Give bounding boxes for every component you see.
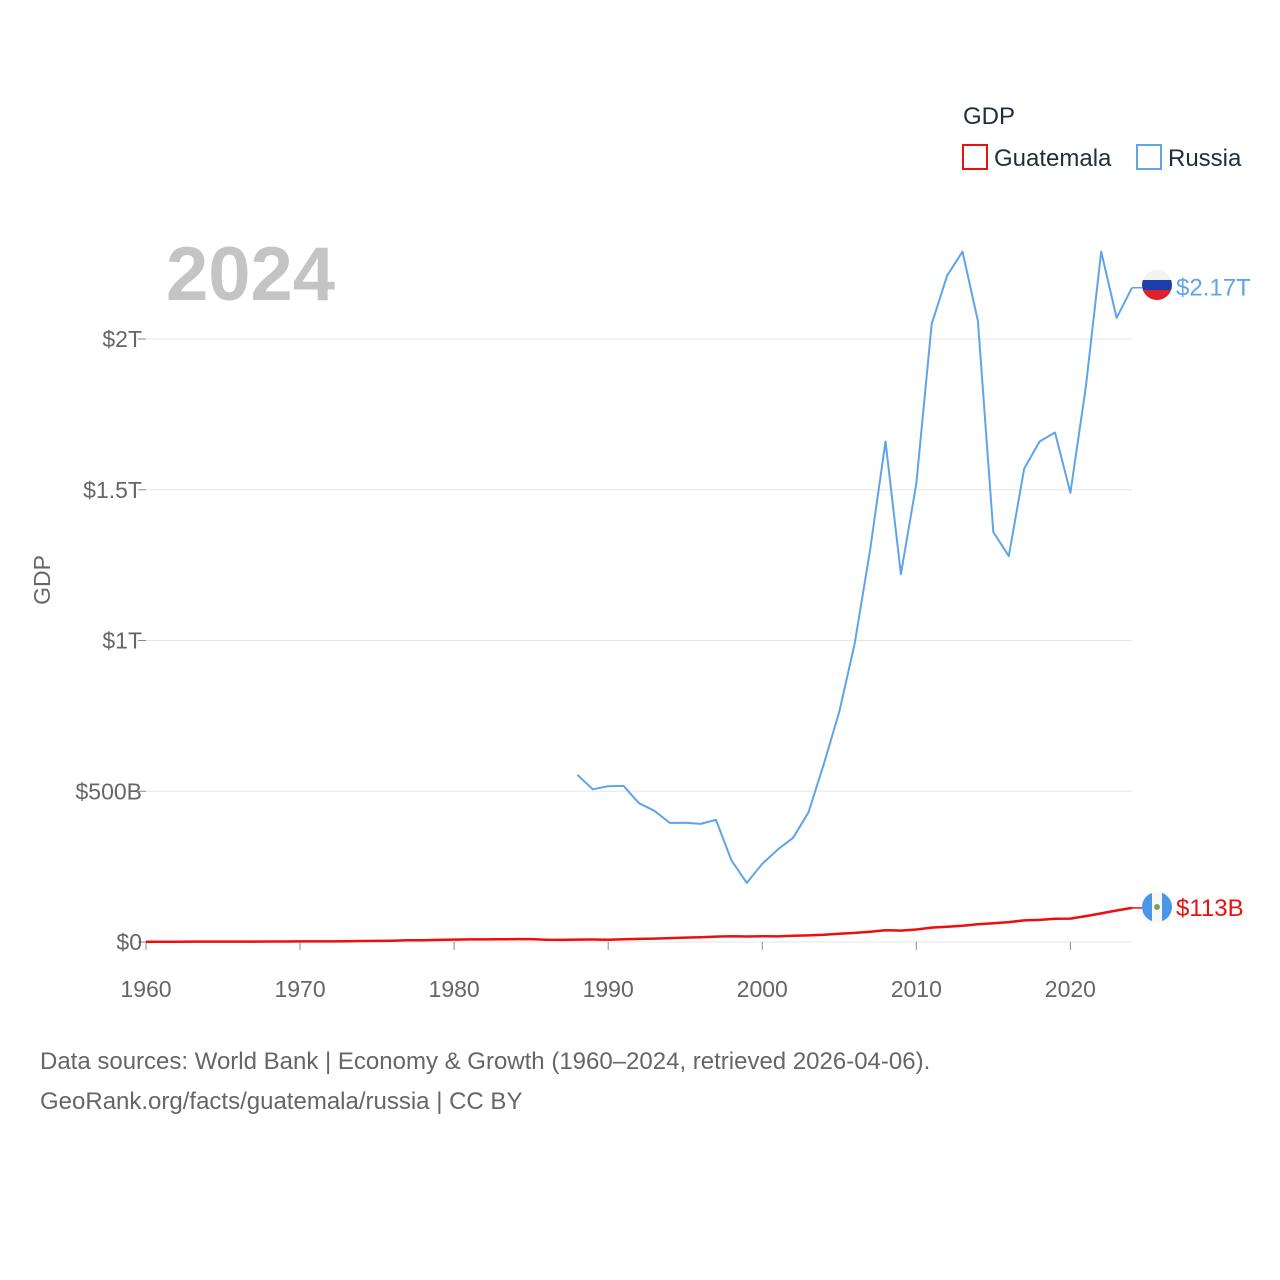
legend-label-russia[interactable]: Russia xyxy=(1168,145,1242,172)
series-line-russia[interactable] xyxy=(576,250,1133,884)
series-line-guatemala[interactable] xyxy=(146,906,1133,943)
legend-swatch-guatemala[interactable] xyxy=(962,144,988,170)
flag-russia-icon xyxy=(1142,270,1172,300)
end-labels: $113B $2.17T xyxy=(1176,275,1251,922)
y-tick-label: $1.5T xyxy=(83,477,142,503)
x-tick-label: 2000 xyxy=(737,976,788,1002)
x-axis: 1960 1970 1980 1990 2000 2010 2020 xyxy=(120,942,1096,1002)
x-tick-label: 1960 xyxy=(120,976,171,1002)
x-tick-label: 2020 xyxy=(1045,976,1096,1002)
x-tick-label: 1970 xyxy=(274,976,325,1002)
x-tick-label: 2010 xyxy=(891,976,942,1002)
y-tick-label: $1T xyxy=(102,628,142,654)
y-axis: $0 $500B $1T $1.5T $2T xyxy=(75,326,146,955)
legend-title: GDP xyxy=(963,103,1015,130)
legend-label-guatemala[interactable]: Guatemala xyxy=(994,145,1112,172)
end-value-label-guatemala: $113B xyxy=(1176,895,1244,922)
x-tick-label: 1990 xyxy=(583,976,634,1002)
end-value-label-russia: $2.17T xyxy=(1176,275,1251,302)
y-tick-label: $2T xyxy=(102,326,142,352)
y-tick-label: $0 xyxy=(116,929,142,955)
data-source-text: Data sources: World Bank | Economy & Gro… xyxy=(40,1048,931,1075)
footer: Data sources: World Bank | Economy & Gro… xyxy=(40,1042,930,1122)
year-label: 2024 xyxy=(166,232,335,317)
y-axis-title: GDP xyxy=(29,555,55,605)
flag-guatemala-icon xyxy=(1142,892,1172,922)
series-lines xyxy=(146,250,1142,943)
gridlines xyxy=(146,338,1132,943)
source-link[interactable]: GeoRank.org/facts/guatemala/russia | CC … xyxy=(40,1088,523,1115)
legend-swatch-russia[interactable] xyxy=(1136,144,1162,170)
gdp-line-chart: GDP Guatemala Russia 2024 GDP $0 $500B $1T… xyxy=(29,103,1251,1002)
x-tick-label: 1980 xyxy=(429,976,480,1002)
y-tick-label: $500B xyxy=(75,778,142,804)
